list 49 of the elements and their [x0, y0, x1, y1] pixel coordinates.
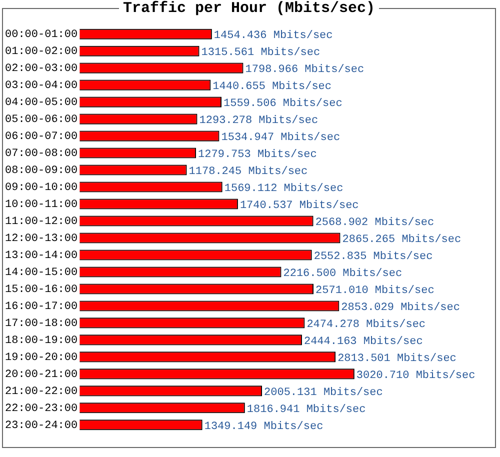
y-tick-label: 12:00-13:00 [4, 232, 78, 245]
data-label: 1279.753 Mbits/sec [198, 148, 317, 161]
y-tick-label: 13:00-14:00 [4, 250, 78, 262]
data-label: 2865.265 Mbits/sec [342, 234, 462, 246]
y-tick-label: 07:00-08:00 [4, 148, 78, 160]
data-label: 2005.131 Mbits/sec [264, 386, 383, 399]
y-tick-label: 15:00-16:00 [4, 284, 78, 296]
y-tick-label: 03:00-04:00 [4, 80, 78, 92]
data-label: 1440.655 Mbits/sec [212, 80, 332, 93]
y-tick-label: 18:00-19:00 [4, 334, 78, 347]
y-tick-label: 19:00-20:00 [4, 352, 78, 364]
data-label: 1178.245 Mbits/sec [188, 166, 308, 178]
y-tick-label: 00:00-01:00 [4, 29, 78, 41]
data-label: 2474.278 Mbits/sec [306, 318, 426, 331]
y-tick-label: 02:00-03:00 [4, 62, 78, 75]
y-tick-label: 22:00-23:00 [4, 402, 78, 415]
y-tick-label: 09:00-10:00 [4, 182, 78, 194]
data-label: 1349.149 Mbits/sec [204, 420, 324, 433]
y-tick-label: 04:00-05:00 [4, 96, 78, 109]
y-tick-label: 20:00-21:00 [4, 368, 78, 381]
y-tick-label: 11:00-12:00 [4, 216, 78, 228]
y-tick-label: 23:00-24:00 [4, 420, 78, 432]
y-tick-label: 06:00-07:00 [4, 130, 78, 143]
chart-title: Traffic per Hour (Mbits/sec) [122, 0, 376, 17]
data-label: 2568.902 Mbits/sec [315, 216, 434, 229]
data-label: 1816.941 Mbits/sec [246, 404, 366, 416]
y-tick-label: 05:00-06:00 [4, 114, 78, 126]
data-label: 1315.561 Mbits/sec [201, 46, 320, 59]
data-label: 2552.835 Mbits/sec [314, 250, 433, 263]
y-tick-label: 08:00-09:00 [4, 164, 78, 177]
data-label: 2813.501 Mbits/sec [338, 352, 456, 365]
y-tick-label: 16:00-17:00 [4, 300, 78, 313]
data-label: 1569.112 Mbits/sec [224, 182, 344, 195]
data-label: 1798.966 Mbits/sec [245, 64, 364, 76]
y-tick-label: 10:00-11:00 [4, 198, 78, 211]
y-tick-label: 17:00-18:00 [4, 318, 78, 330]
y-tick-label: 14:00-15:00 [4, 266, 78, 279]
data-label: 1559.506 Mbits/sec [223, 98, 342, 110]
y-tick-label: 21:00-22:00 [4, 386, 78, 398]
y-tick-label: 01:00-02:00 [4, 46, 78, 58]
data-label: 3020.710 Mbits/sec [356, 370, 476, 382]
data-label: 1454.436 Mbits/sec [214, 30, 333, 42]
data-label: 2571.010 Mbits/sec [316, 284, 434, 297]
data-label: 2216.500 Mbits/sec [283, 268, 402, 280]
data-label: 2853.029 Mbits/sec [341, 302, 460, 314]
data-label: 1293.278 Mbits/sec [199, 114, 318, 127]
data-label: 2444.163 Mbits/sec [304, 336, 423, 348]
data-label: 1534.947 Mbits/sec [221, 132, 340, 144]
data-label: 1740.537 Mbits/sec [240, 200, 359, 212]
